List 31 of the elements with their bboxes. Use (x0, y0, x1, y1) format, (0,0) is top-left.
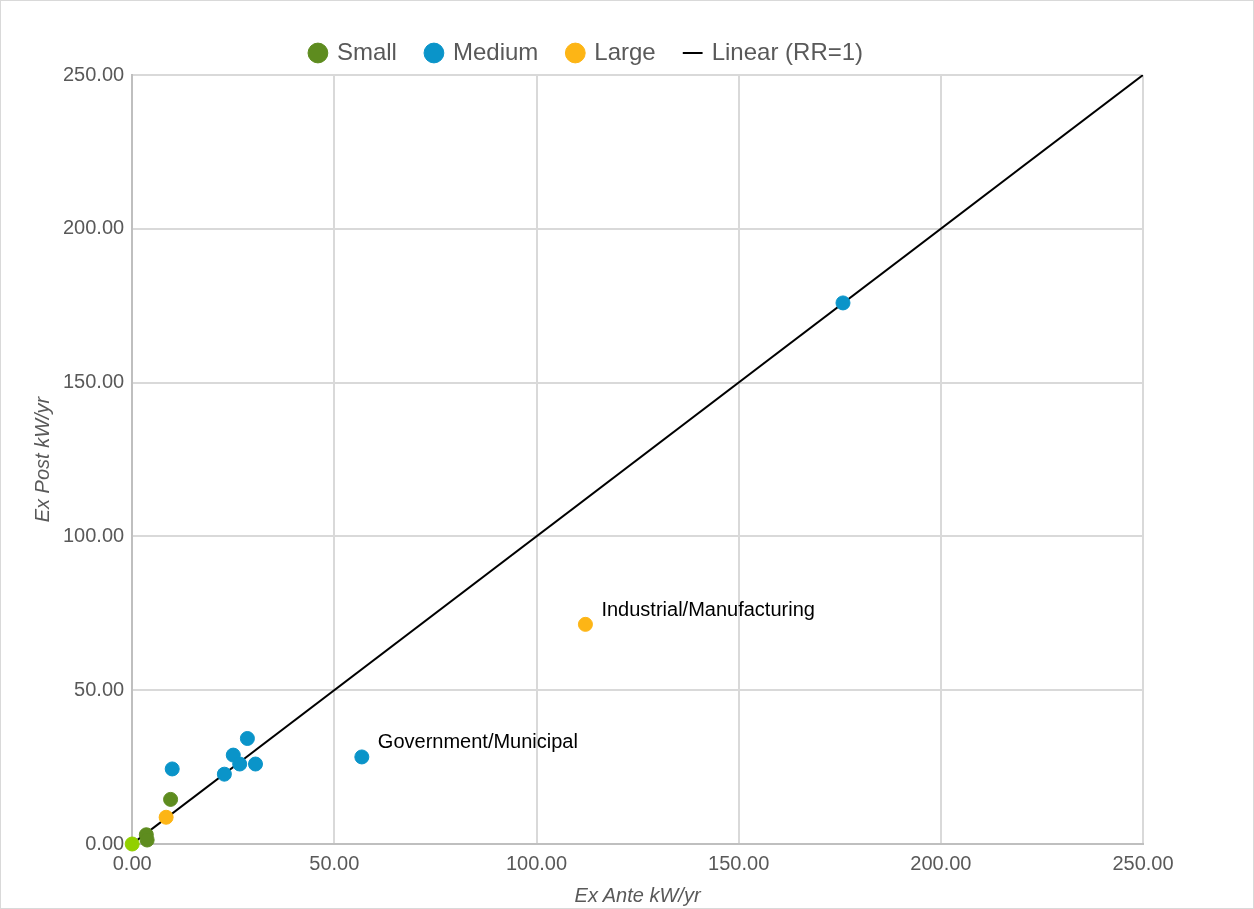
x-tick-label: 200.00 (910, 851, 972, 874)
point (232, 756, 248, 772)
point (164, 761, 180, 777)
y-axis-title: Ex Post kW/yr (30, 395, 53, 523)
point (163, 791, 179, 807)
x-tick-label: 50.00 (309, 851, 360, 874)
y-tick-label: 250.00 (63, 62, 125, 85)
x-tick-label: 250.00 (1112, 851, 1174, 874)
point (216, 766, 232, 782)
legend-label: Linear (RR=1) (711, 37, 864, 65)
point (835, 295, 851, 311)
legend-label: Small (336, 37, 397, 65)
point (124, 836, 140, 852)
x-tick-label: 0.00 (112, 851, 152, 874)
x-tick-label: 100.00 (505, 851, 568, 874)
y-tick-label: 50.00 (74, 677, 125, 700)
annotation: Government/Municipal (377, 730, 578, 753)
point (158, 809, 174, 825)
y-tick-label: 0.00 (85, 831, 125, 854)
point (247, 756, 263, 772)
annotation: Industrial/Manufacturing (601, 597, 815, 620)
x-axis-title: Ex Ante kW/yr (574, 883, 702, 906)
y-tick-label: 100.00 (63, 523, 125, 546)
point (239, 730, 255, 746)
y-tick-label: 200.00 (63, 216, 125, 239)
legend-label: Medium (452, 37, 539, 65)
point (577, 616, 593, 632)
legend-label: Large (594, 37, 656, 65)
y-tick-label: 150.00 (63, 370, 125, 393)
x-tick-label: 150.00 (708, 851, 770, 874)
point (354, 749, 370, 765)
